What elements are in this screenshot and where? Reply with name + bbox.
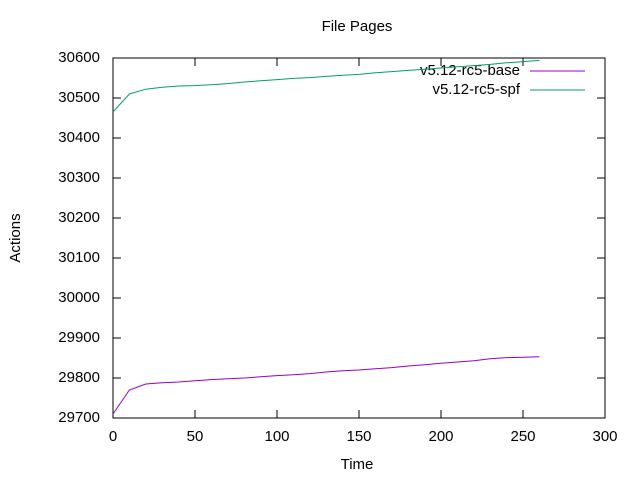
plot-frame (112, 57, 606, 419)
series-line (112, 356, 540, 415)
y-tick-label: 30600 (58, 49, 100, 66)
y-tick-label: 29900 (58, 329, 100, 346)
y-tick-label: 29700 (58, 409, 100, 426)
legend-label: v5.12-rc5-base (420, 62, 520, 79)
series-line (112, 59, 540, 113)
y-axis-label: Actions (7, 213, 24, 262)
chart-title: File Pages (322, 18, 393, 35)
y-tick-label: 30000 (58, 289, 100, 306)
x-tick-label: 150 (346, 428, 371, 445)
y-tick-label: 30400 (58, 129, 100, 146)
x-tick-label: 50 (187, 428, 204, 445)
x-tick-label: 200 (428, 428, 453, 445)
x-tick-label: 300 (592, 428, 617, 445)
y-tick-label: 30100 (58, 249, 100, 266)
y-tick-label: 30500 (58, 89, 100, 106)
x-tick-label: 100 (264, 428, 289, 445)
x-axis-label: Time (341, 456, 374, 473)
x-tick-label: 250 (510, 428, 535, 445)
x-tick-label: 0 (109, 428, 117, 445)
y-tick-label: 30300 (58, 169, 100, 186)
legend-label: v5.12-rc5-spf (432, 81, 520, 98)
y-tick-label: 30200 (58, 209, 100, 226)
y-tick-label: 29800 (58, 369, 100, 386)
